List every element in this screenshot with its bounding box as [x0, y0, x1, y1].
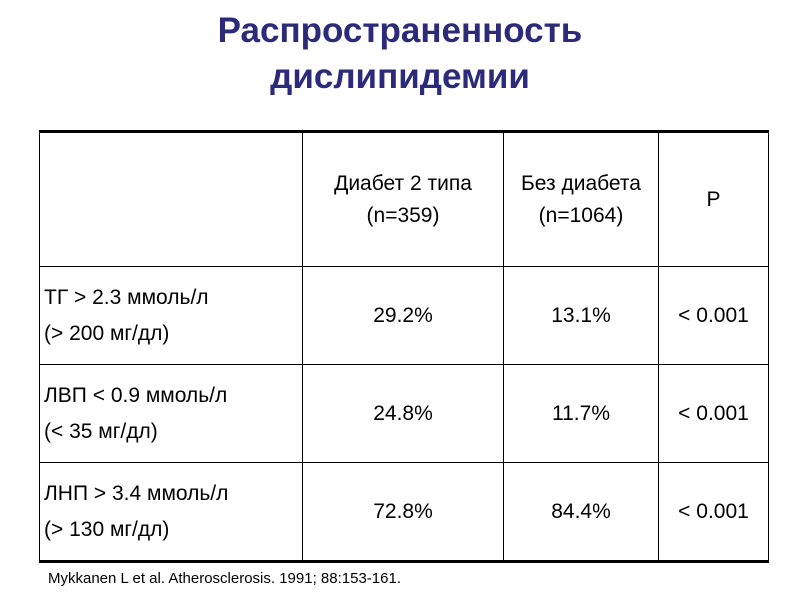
- title-line-1: Распространенность: [217, 11, 583, 50]
- column-header-line: P: [706, 187, 721, 211]
- column-header-line: Без диабета: [521, 171, 641, 195]
- cell-no-diabetes: 11.7%: [503, 364, 659, 463]
- dyslipidemia-table: Диабет 2 типа (n=359) Без диабета (n=106…: [39, 130, 769, 563]
- column-header-p: P: [658, 130, 769, 267]
- row-label-line: (> 200 мг/дл): [44, 321, 170, 345]
- title-line-2: дислипидемии: [270, 57, 530, 96]
- header-empty-cell: [39, 130, 303, 267]
- row-label: ЛНП > 3.4 ммоль/л (> 130 мг/дл): [39, 462, 303, 563]
- column-header-line: Диабет 2 типа: [334, 171, 472, 195]
- cell-diabetes: 29.2%: [302, 266, 504, 365]
- row-label-line: ЛНП > 3.4 ммоль/л: [44, 481, 229, 505]
- cell-p-value: < 0.001: [658, 266, 769, 365]
- row-label: ЛВП < 0.9 ммоль/л (< 35 мг/дл): [39, 364, 303, 463]
- column-header-line: (n=359): [366, 203, 440, 227]
- column-header-diabetes: Диабет 2 типа (n=359): [302, 130, 504, 267]
- cell-p-value: < 0.001: [658, 462, 769, 563]
- table-row: ТГ > 2.3 ммоль/л (> 200 мг/дл) 29.2% 13.…: [39, 266, 769, 365]
- table-row: ЛНП > 3.4 ммоль/л (> 130 мг/дл) 72.8% 84…: [39, 462, 769, 563]
- row-label-line: (> 130 мг/дл): [44, 517, 170, 541]
- column-header-line: (n=1064): [538, 203, 624, 227]
- cell-no-diabetes: 84.4%: [503, 462, 659, 563]
- citation: Mykkanen L et al. Atherosclerosis. 1991;…: [48, 570, 401, 587]
- row-label-line: (< 35 мг/дл): [44, 419, 158, 443]
- column-header-no-diabetes: Без диабета (n=1064): [503, 130, 659, 267]
- cell-diabetes: 72.8%: [302, 462, 504, 563]
- row-label-line: ЛВП < 0.9 ммоль/л: [44, 383, 228, 407]
- cell-diabetes: 24.8%: [302, 364, 504, 463]
- cell-p-value: < 0.001: [658, 364, 769, 463]
- table-row: ЛВП < 0.9 ммоль/л (< 35 мг/дл) 24.8% 11.…: [39, 364, 769, 463]
- row-label: ТГ > 2.3 ммоль/л (> 200 мг/дл): [39, 266, 303, 365]
- slide-title: Распространенность дислипидемии: [0, 8, 800, 100]
- cell-no-diabetes: 13.1%: [503, 266, 659, 365]
- row-label-line: ТГ > 2.3 ммоль/л: [44, 285, 209, 309]
- table-header-row: Диабет 2 типа (n=359) Без диабета (n=106…: [39, 130, 769, 267]
